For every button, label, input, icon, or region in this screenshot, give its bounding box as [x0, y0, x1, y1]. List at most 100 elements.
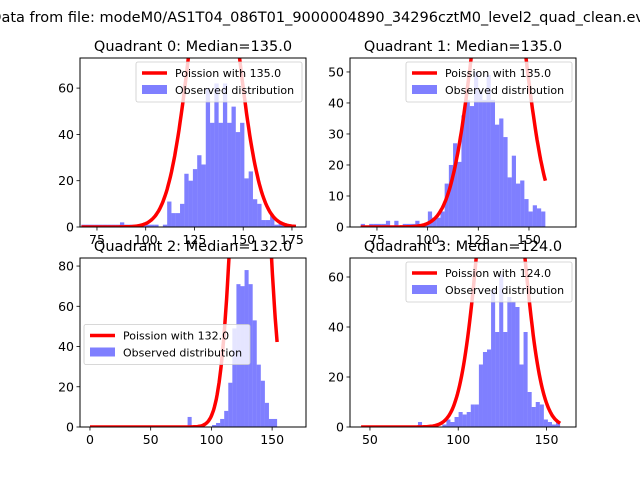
- legend-patch-swatch: [90, 347, 115, 357]
- histogram-bar: [527, 392, 532, 427]
- histogram-bar: [503, 332, 508, 427]
- subplot-quadrant-1: 75 100 125 150 0 10 20 30 40 50 Quadrant 1: Median…: [328, 39, 577, 247]
- histogram-bar: [507, 177, 512, 227]
- x-tick-label: 125: [466, 232, 490, 247]
- histogram-bar: [524, 199, 529, 227]
- histogram-bar: [216, 422, 221, 427]
- histogram-bar: [240, 122, 245, 227]
- histogram-bar: [491, 289, 496, 427]
- y-tick-label: 50: [328, 64, 344, 79]
- legend-label-observed: Observed distribution: [445, 284, 564, 297]
- x-tick-label: 75: [89, 232, 105, 247]
- histogram-bar: [270, 215, 275, 227]
- plot-area: [360, 258, 562, 427]
- x-tick-label: 150: [517, 232, 541, 247]
- histogram-bar: [175, 213, 181, 227]
- y-tick-label: 0: [66, 220, 74, 235]
- y-tick-label: 10: [328, 188, 344, 203]
- x-tick-label: 50: [362, 432, 378, 447]
- histogram-bar: [466, 412, 471, 427]
- histogram-bar: [541, 211, 546, 227]
- x-tick-label: 75: [369, 232, 385, 247]
- histogram-bar: [482, 99, 487, 227]
- histogram-bar: [235, 132, 241, 227]
- histogram-bar: [462, 414, 467, 427]
- histogram-bar: [201, 164, 206, 227]
- legend: Poission with 124.0 Observed distribution: [405, 261, 573, 303]
- histogram-bar: [273, 418, 278, 427]
- histogram-bar: [261, 220, 266, 227]
- histogram-bar: [519, 364, 524, 427]
- histogram-bar: [220, 418, 225, 427]
- histogram-bar: [511, 302, 516, 427]
- histogram-bar: [515, 183, 521, 227]
- histogram-bar: [187, 416, 192, 427]
- histogram-bar: [499, 274, 504, 427]
- legend-label-poisson: Poission with 135.0: [175, 67, 281, 80]
- subplot-quadrant-2: 0 50 100 150 0 20 40 60 80 Quadrant 2: Median=132…: [58, 239, 307, 447]
- histogram-bar: [556, 422, 561, 427]
- histogram-bar: [192, 169, 198, 227]
- histogram-bar: [167, 201, 172, 227]
- histogram-bar: [227, 122, 232, 227]
- histogram-bar: [507, 297, 512, 427]
- histogram-bar: [171, 213, 176, 227]
- histogram-bar: [232, 328, 237, 427]
- histogram-bar: [454, 417, 459, 427]
- x-tick-label: 150: [231, 232, 255, 247]
- y-tick-label: 20: [58, 379, 74, 394]
- histogram-bar: [184, 173, 189, 227]
- histogram-bar: [486, 75, 491, 227]
- y-tick-label: 60: [328, 270, 344, 285]
- histogram-bar: [119, 222, 125, 227]
- histogram-bar: [252, 199, 258, 227]
- histogram-bar: [487, 349, 492, 427]
- y-tick-label: 20: [58, 173, 74, 188]
- histogram-bar: [145, 224, 151, 227]
- histogram-bar: [197, 155, 202, 227]
- histogram-bar: [474, 71, 479, 227]
- histogram-bar: [417, 422, 423, 427]
- histogram-bar: [150, 224, 155, 227]
- histogram-bar: [268, 418, 274, 427]
- histogram-bar: [244, 178, 249, 227]
- legend-label-observed: Observed distribution: [123, 347, 242, 360]
- histogram-bar: [453, 143, 458, 227]
- histogram-bar: [523, 332, 528, 427]
- histogram-bar: [218, 122, 223, 227]
- histogram-bar: [222, 83, 228, 227]
- histogram-bar: [224, 410, 229, 427]
- y-tick-label: 40: [58, 127, 74, 142]
- histogram-bar: [394, 220, 399, 227]
- histogram-bar: [458, 412, 463, 427]
- histogram-bar: [444, 183, 449, 227]
- histogram-bar: [180, 203, 185, 227]
- histogram-bar: [535, 402, 540, 427]
- histogram-bar: [515, 307, 520, 427]
- y-tick-label: 60: [58, 299, 74, 314]
- x-tick-label: 100: [446, 432, 470, 447]
- histogram-bar: [228, 382, 233, 427]
- histogram-bar: [499, 118, 504, 227]
- x-tick-label: 125: [183, 232, 207, 247]
- histogram-bar: [257, 203, 262, 227]
- histogram-bar: [256, 364, 261, 427]
- histogram-bar: [427, 211, 433, 227]
- subplot-title: Quadrant 0: Median=135.0: [94, 39, 292, 55]
- histogram-bar: [212, 424, 217, 427]
- y-tick-label: 0: [336, 420, 344, 435]
- histogram-bar: [188, 180, 193, 227]
- subplot-title: Quadrant 1: Median=135.0: [364, 39, 562, 55]
- histogram-bar: [432, 217, 437, 227]
- histogram-bar: [470, 404, 475, 427]
- legend-box: [135, 61, 303, 103]
- subplot-quadrant-3: 50 100 150 0 20 40 60 Quadrant 3: Median=124.0 P…: [328, 239, 577, 447]
- legend-label-poisson: Poission with 135.0: [445, 67, 551, 80]
- legend-label-observed: Observed distribution: [175, 84, 294, 97]
- histogram-bar: [260, 380, 265, 427]
- y-tick-label: 80: [58, 259, 74, 274]
- histogram-bar: [503, 137, 508, 227]
- histogram-bar: [448, 164, 454, 227]
- histogram-bar: [532, 205, 537, 227]
